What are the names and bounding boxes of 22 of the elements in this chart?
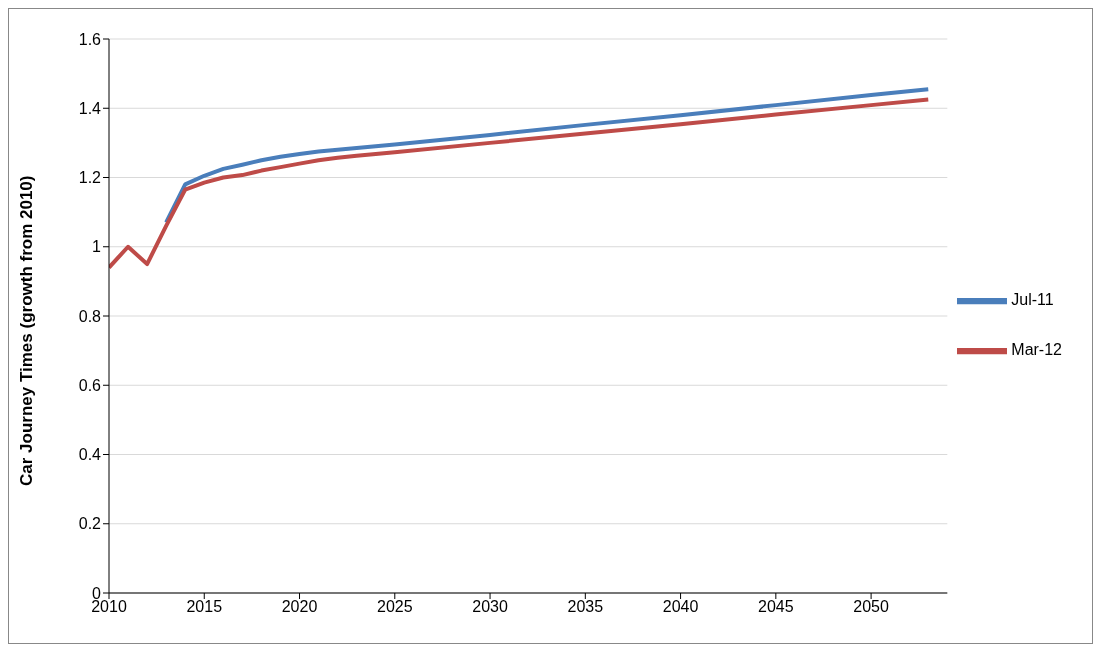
- y-tick-label: 1.4: [78, 99, 102, 117]
- y-tick-label: 0.2: [78, 515, 102, 533]
- legend-label: Jul-11: [1011, 291, 1054, 309]
- x-tick-label: 2035: [567, 598, 604, 616]
- y-tick-label: 0.6: [78, 376, 102, 394]
- x-tick-label: 2040: [662, 598, 699, 616]
- y-tick-label: 1: [92, 238, 102, 256]
- x-tick-label: 2025: [376, 598, 413, 616]
- legend-label: Mar-12: [1011, 341, 1062, 359]
- y-tick-label: 1.6: [78, 30, 102, 48]
- y-tick-label: 1.2: [78, 169, 102, 187]
- line-series: [109, 97, 931, 270]
- x-tick-label: 2020: [281, 598, 318, 616]
- x-tick-label: 2010: [91, 598, 127, 616]
- y-tick-label: 0.4: [78, 446, 102, 464]
- x-tick-label: 2050: [853, 598, 889, 616]
- y-tick-label: 0.8: [78, 307, 102, 325]
- x-tick-label: 2045: [758, 598, 794, 616]
- y-axis-title: Car Journey Times (growth from 2010): [17, 175, 37, 486]
- x-tick-label: 2030: [472, 598, 508, 616]
- line-series: [164, 87, 931, 225]
- x-tick-label: 2015: [186, 598, 223, 616]
